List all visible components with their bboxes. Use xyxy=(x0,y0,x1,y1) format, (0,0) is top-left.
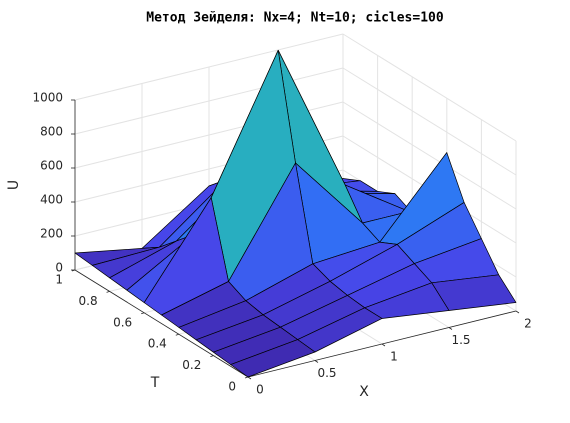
t-tick xyxy=(210,355,214,357)
z-tick-label: 400 xyxy=(40,193,63,207)
t-tick xyxy=(141,312,145,315)
t-tick xyxy=(244,376,249,379)
surface-face xyxy=(230,339,316,378)
grid-line xyxy=(342,101,517,210)
grid-line xyxy=(74,67,344,135)
t-tick xyxy=(175,333,179,336)
x-tick xyxy=(515,310,520,314)
y-tick-label: 0.8 xyxy=(79,294,98,308)
y-tick-label: 0.2 xyxy=(182,358,201,372)
z-tick-label: 600 xyxy=(40,159,63,173)
t-tick xyxy=(106,291,110,293)
z-tick-label: 0 xyxy=(55,261,63,275)
y-tick-label: 0 xyxy=(228,380,236,394)
y-tick-label: 0.6 xyxy=(113,315,132,329)
t-axis-label: T xyxy=(150,375,160,391)
x-tick xyxy=(247,376,252,380)
x-tick-label: 0 xyxy=(256,383,264,397)
x-axis-label: X xyxy=(359,384,369,400)
y-tick-label: 1 xyxy=(55,273,63,287)
x-tick xyxy=(314,360,319,363)
grid-line xyxy=(74,33,344,101)
chart-title: Метод Зейделя: Nx=4; Nt=10; cicles=100 xyxy=(146,11,444,26)
z-tick-label: 200 xyxy=(40,227,63,241)
x-tick-label: 2 xyxy=(524,317,532,331)
z-tick-label: 1000 xyxy=(32,91,63,105)
u-axis-label: U xyxy=(6,180,22,190)
x-tick-label: 1.5 xyxy=(451,333,470,347)
x-tick-label: 0.5 xyxy=(317,366,336,380)
z-tick-label: 800 xyxy=(40,125,63,139)
x-tick xyxy=(381,343,386,347)
x-tick xyxy=(448,327,453,330)
y-tick-label: 0.4 xyxy=(148,337,167,351)
grid-line xyxy=(342,67,517,176)
x-tick-label: 1 xyxy=(390,350,398,364)
grid-line xyxy=(342,33,517,142)
t-axis xyxy=(74,269,249,378)
